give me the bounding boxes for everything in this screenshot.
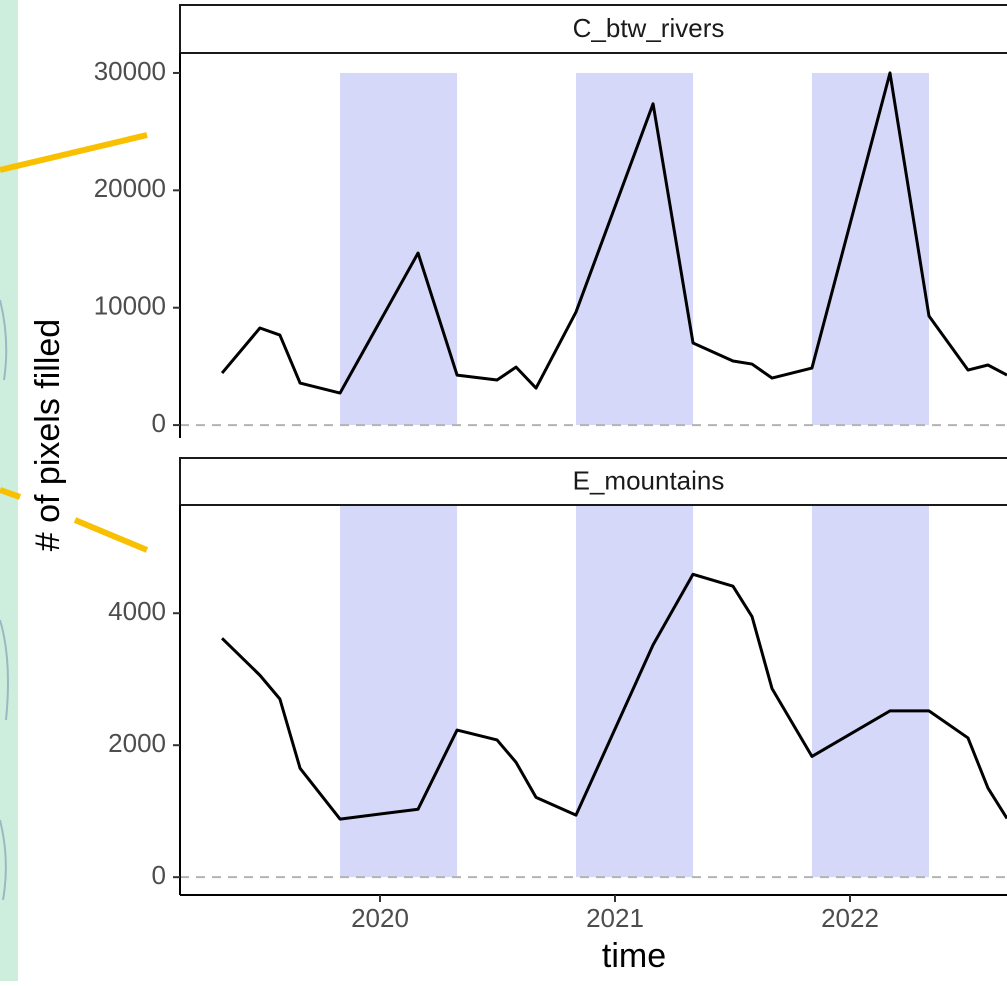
y-tick-label: 0 (152, 408, 166, 438)
chart: # of pixels filled time C_btw_rivers 0 100… (0, 0, 1007, 981)
page: {"chart_data": {"type": "line", "xlabel"… (0, 0, 1007, 981)
y-tick-label: 20000 (94, 173, 166, 203)
strip-title: C_btw_rivers (573, 13, 725, 43)
season-shade (576, 73, 693, 425)
season-shade (340, 505, 457, 877)
y-axis-title: # of pixels filled (29, 319, 67, 551)
y-tick-label: 4000 (108, 596, 166, 626)
season-shade (576, 505, 693, 877)
y-tick-label: 30000 (94, 56, 166, 86)
y-tick-label: 2000 (108, 728, 166, 758)
y-tick-label: 10000 (94, 291, 166, 321)
x-tick-label: 2022 (821, 903, 879, 933)
x-tick-label: 2021 (586, 903, 644, 933)
map-road (75, 520, 147, 550)
season-shade (812, 73, 929, 425)
y-tick-label: 0 (152, 860, 166, 890)
season-shade (340, 73, 457, 425)
map-road (0, 135, 147, 170)
x-tick-label: 2020 (351, 903, 409, 933)
strip-title: E_mountains (573, 465, 725, 495)
season-shade (812, 505, 929, 877)
x-axis-title: time (602, 937, 666, 975)
